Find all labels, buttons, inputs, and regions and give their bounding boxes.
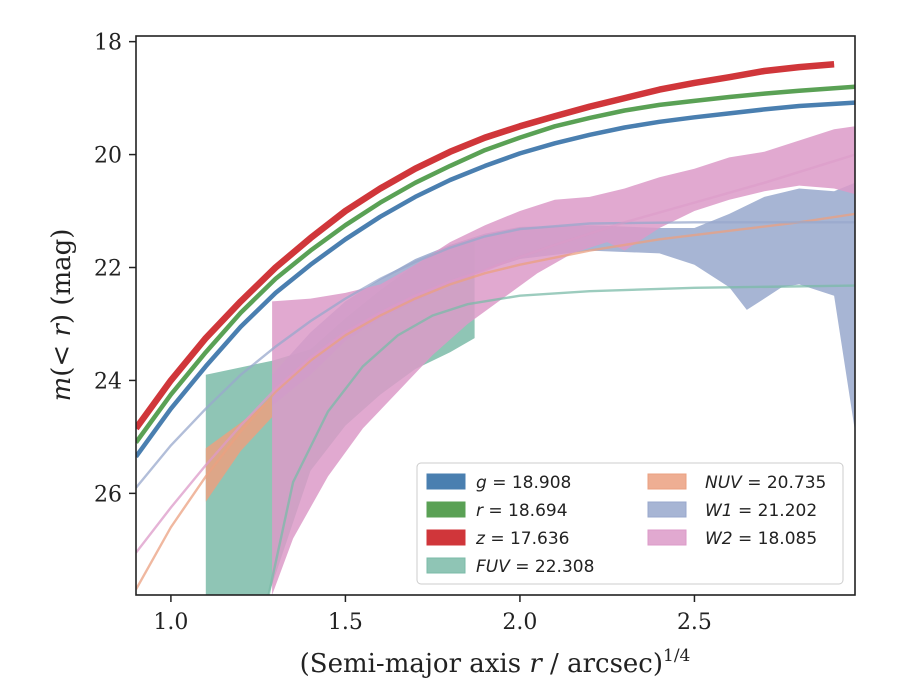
y-axis-label: m(< r) (mag): [47, 229, 77, 402]
legend-label-g: g = 18.908: [476, 473, 571, 493]
legend-label-w1: W1 = 21.202: [705, 501, 817, 521]
legend-swatch-w1: [647, 501, 687, 518]
x-tick-label: 2.0: [502, 610, 537, 635]
legend-swatch-g: [426, 473, 466, 490]
y-axis-label-main: m: [47, 377, 77, 402]
y-axis-label-tail: ) (mag): [47, 229, 77, 325]
legend-label-w2: W2 = 18.085: [705, 529, 817, 549]
r-series-line: [136, 84, 855, 444]
legend-swatch-z: [426, 529, 466, 546]
fuv-model-curve: [267, 284, 855, 595]
legend-label-z: z = 17.636: [475, 529, 569, 549]
legend-swatch-fuv: [426, 557, 466, 574]
nuv-band: [205, 397, 273, 502]
y-axis-ticks: 18 20 22 24 26: [94, 31, 136, 507]
legend-label-fuv: FUV = 22.308: [476, 557, 594, 577]
y-tick-label: 18: [94, 31, 122, 56]
plot-frame: [135, 35, 856, 596]
w2-model-curve: [136, 260, 507, 554]
legend-swatch-w2: [647, 529, 687, 546]
legend-swatch-nuv: [647, 473, 687, 490]
x-tick-label: 1.5: [328, 610, 363, 635]
legend-items: g = 18.908 r = 18.694 z = 17.636 FUV = 22.3…: [426, 473, 826, 577]
w1-band: [272, 182, 855, 432]
legend: g = 18.908 r = 18.694 z = 17.636 FUV = 22.3…: [416, 462, 844, 585]
x-axis-label-main: (Semi-major axis: [300, 649, 530, 679]
x-axis-ticks: 1.0 1.5 2.0 2.5: [153, 595, 712, 635]
x-axis-label-tail: / arcsec): [542, 649, 663, 679]
x-axis-label: (Semi-major axis r / arcsec)1/4: [300, 646, 691, 679]
y-tick-label: 22: [94, 257, 122, 282]
y-tick-label: 24: [94, 369, 122, 394]
z-series-line: [136, 60, 835, 431]
x-tick-label: 2.5: [677, 610, 712, 635]
g-series-line: [136, 100, 855, 459]
nuv-model-curve: [136, 212, 855, 590]
x-axis-label-var: r: [529, 649, 543, 679]
w1-model-curve: [136, 221, 855, 489]
w2-model-curve-extension: [505, 153, 855, 264]
x-tick-label: 1.0: [153, 610, 188, 635]
legend-label-nuv: NUV = 20.735: [705, 473, 826, 493]
y-axis-label-var: r: [47, 323, 77, 337]
legend-box: [416, 462, 844, 585]
x-axis-label-exponent: 1/4: [663, 646, 690, 666]
y-tick-label: 26: [94, 482, 122, 507]
y-tick-label: 20: [94, 144, 122, 169]
y-axis-label-paren: (<: [47, 337, 77, 377]
series-line-layer: [136, 60, 855, 459]
legend-label-r: r = 18.694: [476, 501, 568, 521]
legend-swatch-r: [426, 501, 466, 518]
